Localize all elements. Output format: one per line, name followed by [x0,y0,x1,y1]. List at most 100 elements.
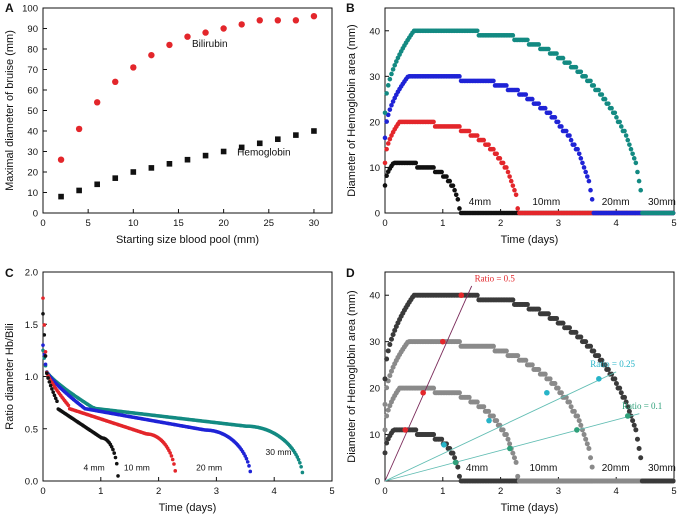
y-tick-label: 10 [27,188,38,199]
ratio-point-10mm [42,323,47,327]
curve-point-20mm [457,74,462,79]
ratio-point-4mm [114,461,119,466]
x-tick-label: 0 [382,218,387,229]
curve-point-30mm [625,137,631,143]
ratio-point-4mm [42,333,47,337]
curve-point-30mm [390,332,396,338]
y-tick-label: 50 [27,106,38,117]
curve-point-30mm [525,37,530,43]
panel-letter: D [346,266,355,280]
curve-point-20mm [584,441,590,447]
y-tick-label: 20 [27,168,38,179]
curve-point-10mm [490,413,496,419]
ratio-point-30mm [298,461,302,465]
hemoglobin-point [166,161,173,167]
curve-point-20mm [572,142,577,147]
ratio-point-4mm [109,444,114,449]
curve-point-20mm [491,78,496,84]
x-tick-label: 2 [156,486,161,497]
curve-point-20mm [390,99,396,104]
curve-point-20mm [575,413,581,419]
curve-point-30mm [573,64,579,70]
curve-point-20mm [588,187,593,193]
curve-point-10mm [431,119,436,125]
curve-point-30mm [605,367,611,373]
ratio-marker [458,292,465,299]
curve-point-20mm [387,107,393,112]
curve-point-20mm [515,87,521,93]
curve-point-20mm [523,92,529,97]
series-label: Hemoglobin [237,148,290,159]
curve-point-20mm [568,137,574,143]
curve-point-30mm [612,110,618,116]
hemoglobin-point [112,175,119,181]
ratio-point-20mm [43,362,48,367]
hemoglobin-point [238,144,245,151]
curve-point-30mm [474,292,480,298]
panel-letter: B [346,1,355,15]
ratio-line [384,371,617,482]
ratio-point-4mm [55,399,59,403]
curve-point-30mm [554,51,559,56]
hemoglobin-point [202,152,209,159]
y-tick-label: 30 [369,337,380,348]
curve-point-30mm [591,83,597,88]
curve-point-10mm [474,399,480,405]
curve-point-30mm [633,160,639,166]
curve-point-20mm [547,110,553,116]
curve-point-30mm [588,343,594,349]
curve-label: 30 mm [266,447,292,457]
curve-point-30mm [623,399,629,405]
x-tick-label: 5 [671,218,676,229]
y-axis-title: Maximal diameter of bruise (mm) [4,30,16,191]
curve-point-4mm [450,183,456,188]
bilirubin-point [166,41,173,49]
curve-point-10mm [510,450,516,456]
x-axis-title: Time (days) [501,502,559,514]
ratio-marker [402,427,409,433]
curve-point-30mm [602,362,608,368]
curve-point-4mm [439,436,445,442]
hemoglobin-point [220,148,227,155]
y-tick-label: 90 [27,24,38,35]
curve-point-20mm [388,368,394,374]
ratio-point-10mm [170,457,175,462]
y-tick-label: 1.0 [25,372,38,383]
bilirubin-point [148,51,155,59]
curve-point-10mm [500,427,506,433]
ratio-label: Ratio = 0.1 [622,401,662,411]
curve-point-4mm [382,450,388,456]
curve-point-10mm [474,133,480,138]
ratio-marker [507,445,513,452]
curve-point-20mm [558,390,564,396]
curve-point-30mm [546,46,551,52]
curve-point-20mm [586,178,592,184]
bilirubin-point [202,29,209,36]
curve-point-10mm [504,165,509,170]
x-tick-label: 5 [671,486,676,497]
curve-point-10mm [503,432,509,438]
curve-point-30mm [627,142,632,147]
ratio-point-20mm [244,456,249,461]
ratio-marker [440,338,446,345]
curve-point-10mm [508,178,514,184]
bilirubin-point [292,17,300,24]
ratio-marker [452,459,459,466]
bilirubin-point [220,25,227,32]
curve-point-30mm [591,348,597,354]
y-tick-label: 40 [369,291,380,302]
curve-point-30mm [554,315,560,321]
ratio-point-4mm [45,371,49,376]
curve-point-20mm [542,105,548,111]
bilirubin-point [112,78,119,86]
x-tick-label: 1 [440,486,445,497]
bilirubin-point [130,64,137,71]
curve-point-30mm [384,91,389,96]
curve-point-30mm [385,348,391,354]
curve-point-30mm [384,356,390,362]
curve-point-20mm [585,174,590,179]
hemoglobin-point [76,187,82,194]
ratio-point-4mm [111,447,115,452]
x-tick-label: 2 [498,486,503,497]
y-tick-label: 20 [369,384,380,395]
